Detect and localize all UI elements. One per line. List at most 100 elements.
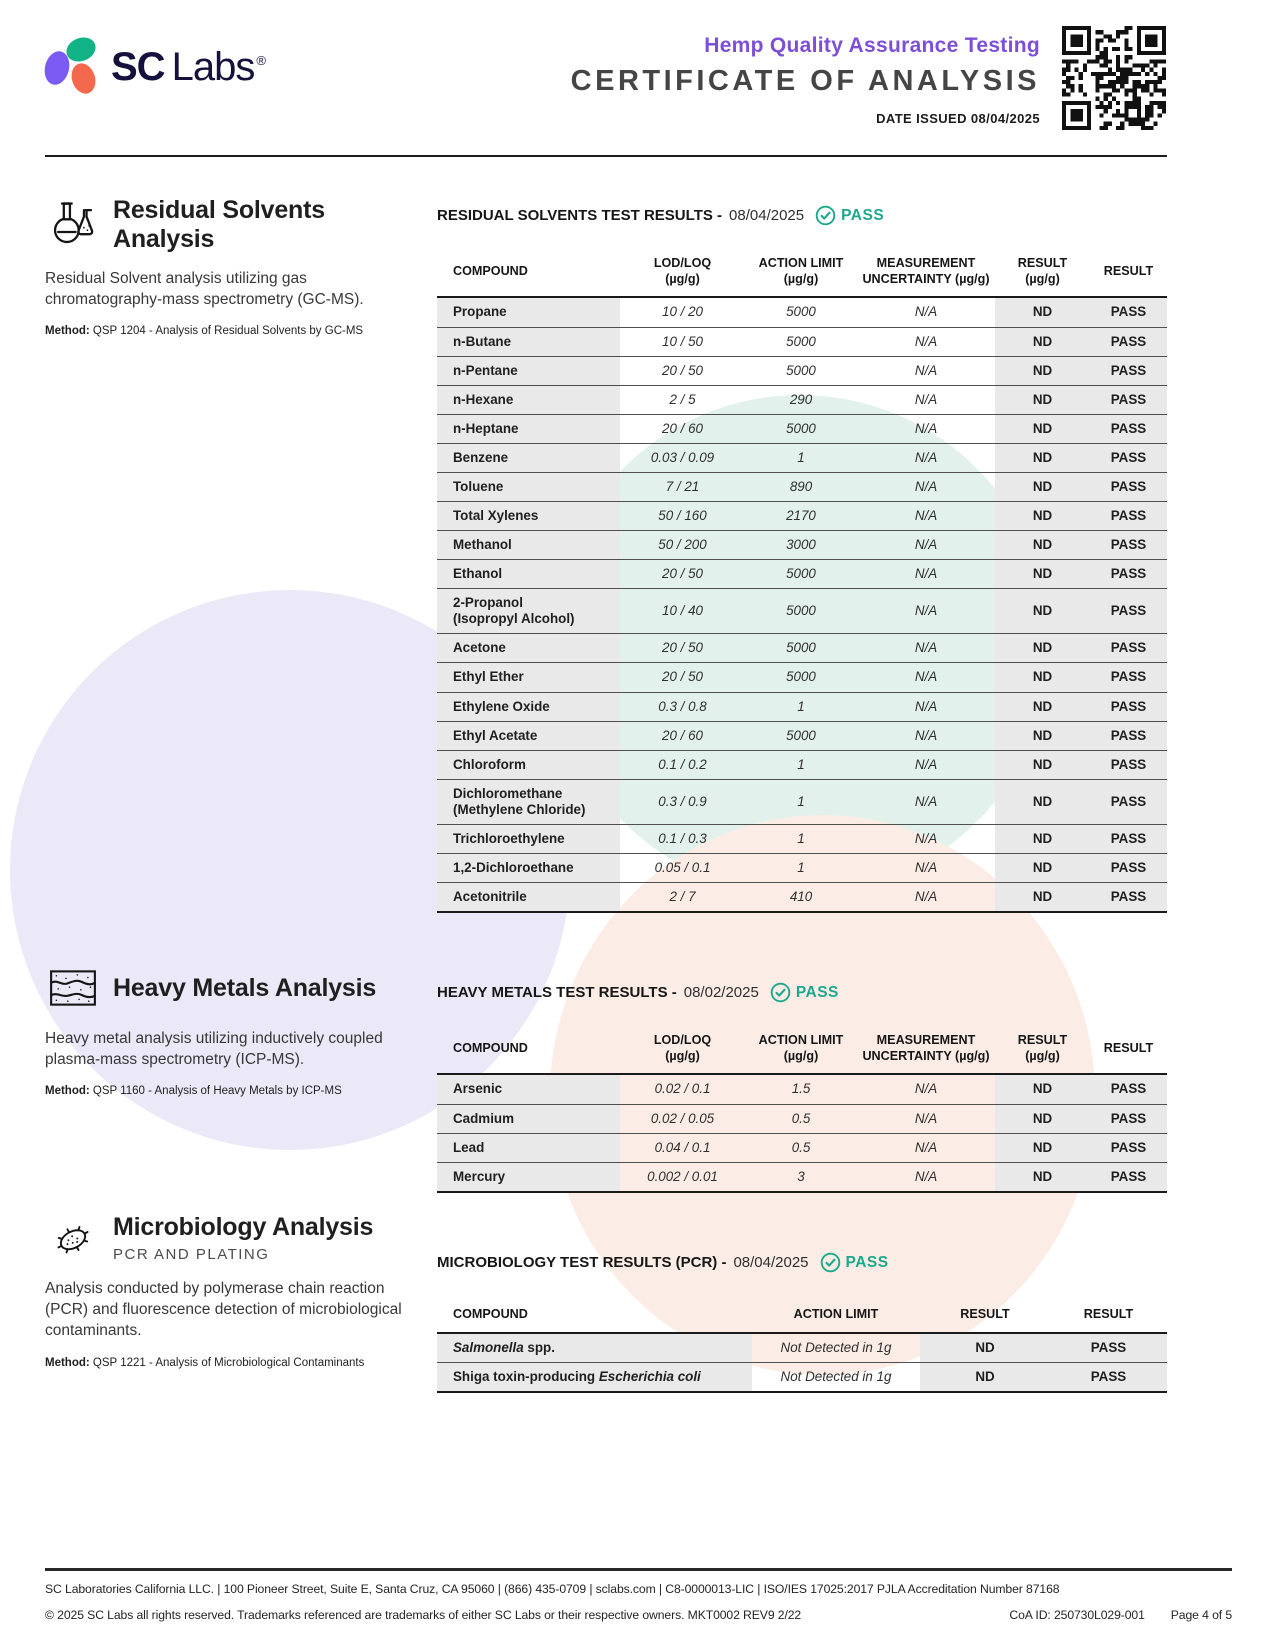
action-limit-cell: Not Detected in 1g — [780, 1368, 892, 1384]
col-header-lod-loq: LOD/LOQ (µg/g) — [653, 256, 712, 286]
table-row: Lead 0.04 / 0.1 0.5 N/A ND PASS — [437, 1133, 1167, 1163]
compound-cell: n-Hexane — [437, 385, 620, 415]
uncertainty-cell: N/A — [914, 449, 938, 465]
action-limit-cell: 1 — [797, 793, 805, 809]
pass-cell: PASS — [1050, 1362, 1167, 1392]
qr-code — [1062, 26, 1166, 130]
action-limit-cell: 5000 — [786, 640, 816, 656]
table-row: Chloroform 0.1 / 0.2 1 N/A ND PASS — [437, 750, 1167, 780]
check-circle-icon — [815, 205, 836, 226]
action-limit-cell: 1.5 — [791, 1081, 811, 1097]
table-header-row: COMPOUND ACTION LIMIT RESULT RESULT — [437, 1301, 1167, 1333]
pass-badge: PASS — [770, 982, 839, 1003]
footer-copyright: © 2025 SC Labs all rights reserved. Trad… — [45, 1608, 802, 1622]
brand-text: SC Labs ® — [111, 44, 266, 90]
method-text: QSP 1160 - Analysis of Heavy Metals by I… — [92, 1085, 342, 1098]
compound-cell: Total Xylenes — [437, 501, 620, 531]
action-limit-cell: 410 — [789, 889, 813, 905]
table-row: n-Hexane 2 / 5 290 N/A ND PASS — [437, 385, 1167, 415]
result-cell: ND — [995, 297, 1090, 328]
logo-ellipse-coral — [67, 60, 100, 97]
lod-loq-cell: 20 / 50 — [662, 669, 703, 685]
col-header-result-ug: RESULT (µg/g) — [1017, 1033, 1068, 1063]
result-cell: ND — [995, 721, 1090, 751]
compound-cell: Shiga toxin-producing Escherichia coli — [437, 1362, 752, 1392]
brand-labs: Labs — [171, 44, 256, 89]
compound-cell: 2-Propanol (Isopropyl Alcohol) — [437, 588, 620, 634]
lod-loq-cell: 0.03 / 0.09 — [650, 449, 715, 465]
header-subtitle: Hemp Quality Assurance Testing — [704, 34, 1040, 57]
uncertainty-cell: N/A — [914, 889, 938, 905]
action-limit-cell: 5000 — [786, 333, 816, 349]
lod-loq-cell: 0.02 / 0.1 — [654, 1081, 711, 1097]
uncertainty-cell: N/A — [914, 727, 938, 743]
action-limit-cell: 0.5 — [791, 1139, 811, 1155]
pass-cell: PASS — [1090, 750, 1167, 780]
lod-loq-cell: 2 / 7 — [669, 889, 696, 905]
section-residual-solvents: Residual Solvents Analysis Residual Solv… — [45, 196, 423, 337]
section-title-residual-solvents: Residual Solvents Analysis — [113, 196, 325, 253]
table-row: Trichloroethylene 0.1 / 0.3 1 N/A ND PAS… — [437, 824, 1167, 854]
action-limit-cell: 290 — [789, 391, 813, 407]
uncertainty-cell: N/A — [914, 1168, 938, 1184]
action-limit-cell: 5000 — [786, 727, 816, 743]
uncertainty-cell: N/A — [914, 537, 938, 553]
pass-cell: PASS — [1090, 297, 1167, 328]
results-title: HEAVY METALS TEST RESULTS - — [437, 984, 677, 1001]
lod-loq-cell: 10 / 50 — [662, 333, 703, 349]
pass-badge: PASS — [820, 1252, 889, 1273]
uncertainty-cell: N/A — [914, 1081, 938, 1097]
sclabs-logo: SC Labs ® — [41, 33, 266, 97]
lod-loq-cell: 0.3 / 0.8 — [658, 698, 707, 714]
check-circle-icon — [820, 1252, 840, 1273]
pass-cell: PASS — [1090, 882, 1167, 913]
residual-solvents-table: COMPOUND LOD/LOQ (µg/g) ACTION LIMIT (µg/g… — [437, 250, 1167, 913]
microbiology-table: COMPOUND ACTION LIMIT RESULT RESULT Salm… — [437, 1301, 1167, 1393]
uncertainty-cell: N/A — [914, 640, 938, 656]
col-header-action-limit: ACTION LIMIT (µg/g) — [758, 1033, 844, 1063]
method-label: Method: — [45, 325, 90, 338]
compound-cell: Acetone — [437, 633, 620, 663]
table-row: Acetonitrile 2 / 7 410 N/A ND PASS — [437, 882, 1167, 913]
col-header-result-2: RESULT — [1083, 1307, 1134, 1321]
action-limit-cell: 5000 — [786, 566, 816, 582]
pass-cell: PASS — [1090, 1104, 1167, 1134]
col-header-action-limit: ACTION LIMIT — [793, 1307, 879, 1321]
microbiology-method: Method: QSP 1221 - Analysis of Microbiol… — [45, 1357, 423, 1369]
check-circle-icon — [770, 982, 791, 1003]
residual-solvents-method: Method: QSP 1204 - Analysis of Residual … — [45, 325, 423, 337]
heavy-metals-table: COMPOUND LOD/LOQ (µg/g) ACTION LIMIT (µg/g… — [437, 1027, 1167, 1193]
pass-cell: PASS — [1090, 633, 1167, 663]
compound-cell: Methanol — [437, 530, 620, 560]
pass-cell: PASS — [1090, 1162, 1167, 1192]
result-cell: ND — [995, 1074, 1090, 1105]
col-header-compound: COMPOUND — [453, 1307, 528, 1321]
compound-cell: Cadmium — [437, 1104, 620, 1134]
page-title: CERTIFICATE OF ANALYSIS — [570, 65, 1040, 97]
lod-loq-cell: 50 / 160 — [658, 508, 707, 524]
lod-loq-cell: 0.3 / 0.9 — [658, 793, 707, 809]
microbiology-description: Analysis conducted by polymerase chain r… — [45, 1280, 402, 1340]
col-header-result: RESULT — [960, 1307, 1010, 1321]
table-row: Salmonella spp. Not Detected in 1g ND PA… — [437, 1332, 1167, 1363]
pass-label: PASS — [795, 983, 839, 1001]
col-header-uncertainty: MEASUREMENT UNCERTAINTY (µg/g) — [862, 1033, 990, 1063]
uncertainty-cell: N/A — [914, 830, 938, 846]
pass-cell: PASS — [1090, 559, 1167, 589]
uncertainty-cell: N/A — [914, 478, 938, 494]
results-title: RESIDUAL SOLVENTS TEST RESULTS - — [437, 207, 723, 224]
compound-cell: Dichloromethane (Methylene Chloride) — [437, 779, 620, 825]
method-label: Method: — [45, 1085, 90, 1098]
col-header-result: RESULT — [1103, 1040, 1154, 1055]
residual-solvents-description: Residual Solvent analysis utilizing gas … — [45, 270, 364, 309]
lod-loq-cell: 20 / 50 — [662, 566, 703, 582]
table-row: Dichloromethane (Methylene Chloride) 0.3 … — [437, 779, 1167, 825]
lod-loq-cell: 0.02 / 0.05 — [650, 1110, 715, 1126]
compound-cell: Benzene — [437, 443, 620, 473]
lod-loq-cell: 20 / 60 — [662, 727, 703, 743]
method-label: Method: — [45, 1356, 90, 1369]
result-cell: ND — [995, 327, 1090, 357]
method-text: QSP 1221 - Analysis of Microbiological C… — [92, 1356, 365, 1369]
compound-cell: Ethyl Ether — [437, 662, 620, 693]
